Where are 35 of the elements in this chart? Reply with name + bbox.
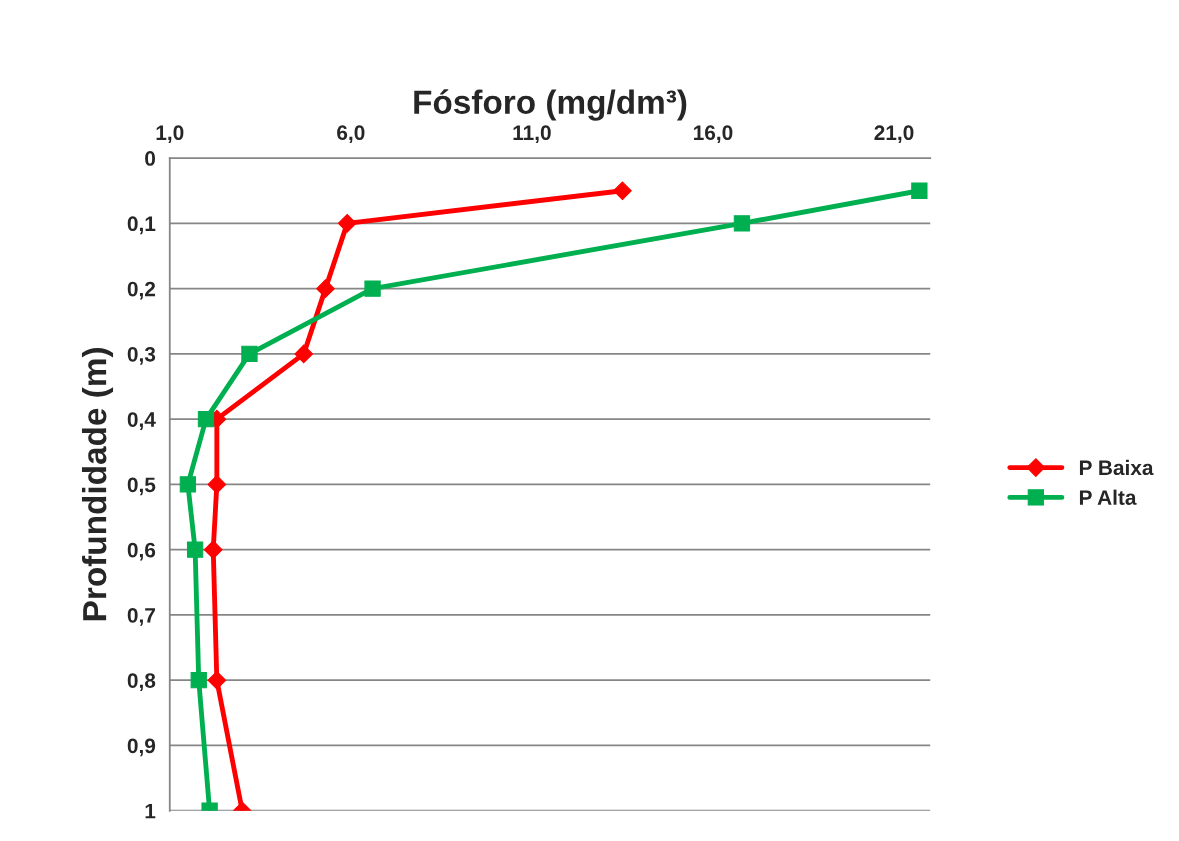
y-tick-label: 0,6: [127, 542, 156, 561]
point: [316, 279, 335, 298]
y-tick-label: 0,4: [127, 412, 156, 430]
point: [197, 411, 215, 428]
point: [294, 344, 314, 364]
x-tick-label: 21,0: [874, 125, 914, 144]
y-tick-label: 0,3: [127, 346, 156, 365]
y-tick-label: 1: [145, 803, 156, 819]
y-tick-label: 0,8: [127, 673, 156, 691]
x-tick-label: 1,0: [156, 125, 184, 144]
legend-label: P Alta: [1079, 489, 1137, 505]
point: [203, 540, 223, 560]
point: [186, 541, 204, 558]
point: [207, 670, 227, 690]
point: [241, 345, 258, 363]
y-axis-title: Profundidade (m): [81, 348, 114, 621]
point: [613, 181, 632, 201]
point: [337, 214, 357, 233]
y-tick-label: 0,9: [127, 738, 156, 757]
legend-label: P Baixa: [1079, 459, 1154, 476]
y-tick-label: 0,7: [127, 607, 155, 626]
x-tick-label: 6,0: [337, 125, 365, 144]
x-tick-label: 11,0: [513, 125, 551, 144]
point: [911, 182, 928, 199]
point: [733, 215, 751, 232]
point: [364, 280, 381, 297]
x-tick-label: 16,0: [694, 125, 733, 144]
y-tick-label: 0,2: [127, 281, 156, 300]
x-axis-title: Fósforo (mg/dm³): [414, 89, 687, 121]
point: [207, 475, 227, 494]
point: [190, 672, 207, 689]
point: [179, 476, 197, 493]
y-tick-label: 0: [145, 151, 156, 166]
y-tick-label: 0,1: [127, 216, 156, 235]
y-tick-label: 0,5: [127, 477, 156, 496]
